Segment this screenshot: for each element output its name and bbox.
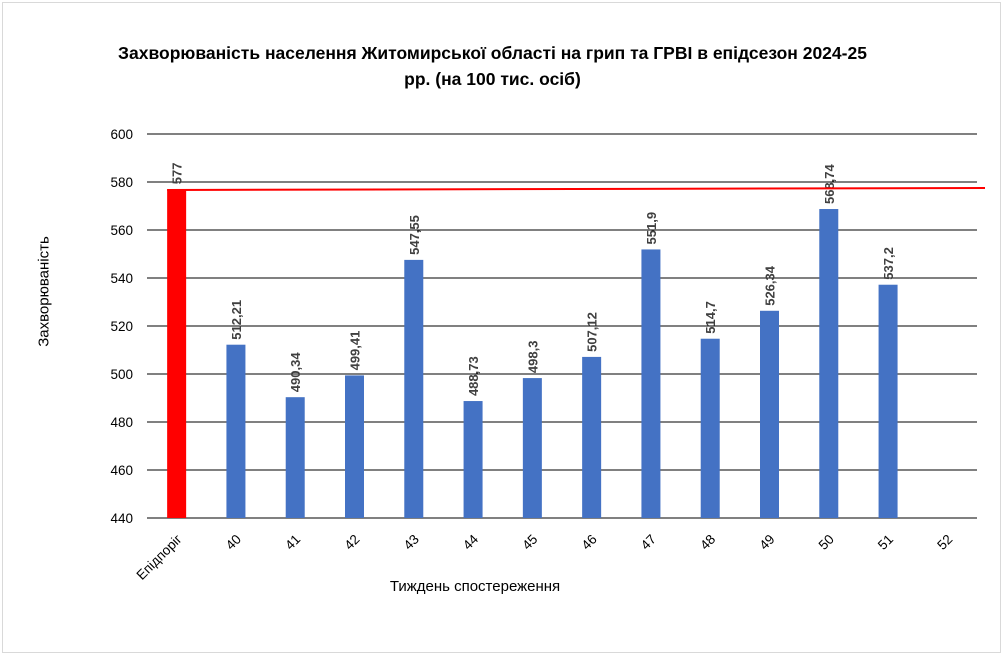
y-tick-label: 540 [110,271,133,286]
y-tick-label: 580 [110,175,133,190]
x-tick-label: 43 [401,532,422,553]
bar [819,209,839,519]
data-label: 568,74 [822,163,837,204]
data-label: 551,9 [644,212,659,245]
data-label: 498,3 [525,341,540,374]
y-tick-label: 560 [110,223,133,238]
x-tick-label: 45 [519,532,540,553]
x-tick-label: 41 [282,532,303,553]
y-tick-label: 440 [110,511,133,526]
x-tick-label: 49 [756,532,777,553]
bar [404,259,424,518]
x-tick-label: 42 [341,532,362,553]
x-tick-label: Епідпоріг [134,531,185,582]
data-label: 490,34 [288,352,303,393]
x-tick-label: 47 [638,532,659,553]
threshold-line [167,187,986,191]
bar [582,356,602,518]
y-tick-label: 460 [110,463,133,478]
data-label: 537,2 [881,247,896,280]
chart-title-line1: Захворюваність населення Житомирської об… [118,43,867,63]
x-tick-label: 44 [460,531,482,553]
data-label: 512,21 [229,300,244,340]
bar [285,397,305,518]
y-tick-label: 600 [110,127,133,142]
y-tick-label: 500 [110,367,133,382]
y-tick-label: 520 [110,319,133,334]
data-label: 514,7 [703,301,718,334]
data-label: 577 [170,162,185,184]
data-label: 526,34 [763,265,778,306]
bar [878,284,898,518]
x-tick-label: 50 [816,532,837,553]
bar [522,378,542,518]
y-tick-label: 480 [110,415,133,430]
chart-title: Захворюваність населення Житомирської об… [0,40,995,92]
data-label: 547,55 [407,215,422,255]
x-axis-label: Тиждень спостереження [389,578,561,595]
bar [641,249,661,518]
data-label: 499,41 [348,331,363,371]
x-tick-label: 40 [223,532,244,553]
threshold-bar [167,189,187,518]
bar [760,310,779,518]
bar [463,401,483,518]
bar [700,338,720,518]
data-label: 488,73 [466,356,481,396]
bar [226,344,246,518]
chart-title-line2: рр. (на 100 тис. осіб) [404,69,581,89]
data-label: 507,12 [585,312,600,352]
x-tick-label: 46 [579,532,600,553]
bar [345,375,364,518]
x-tick-label: 52 [934,532,955,553]
x-tick-label: 51 [875,532,896,553]
x-tick-label: 48 [697,532,718,553]
